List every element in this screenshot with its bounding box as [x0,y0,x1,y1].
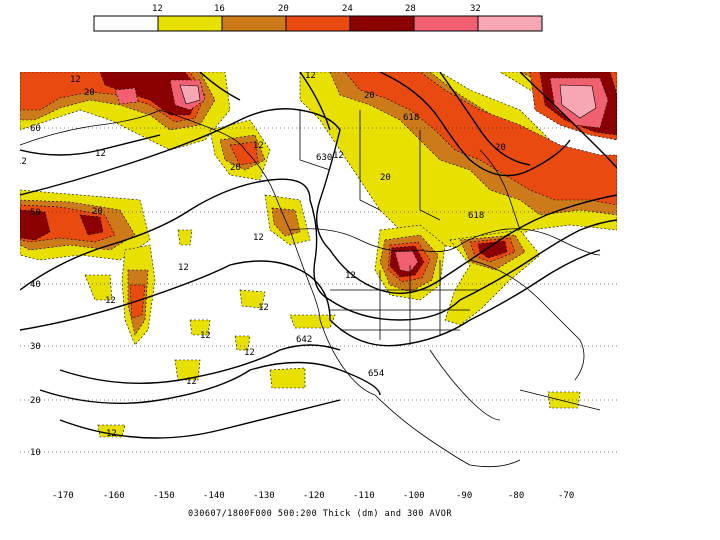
legend-box-4 [349,15,415,32]
contour-label-24: 20 [495,143,506,153]
legend-label-0: 12 [152,4,163,14]
lat-label-40: 40 [30,280,41,290]
latitude-labels: 60 50 40 30 20 10 [30,124,41,458]
legend-label-5: 32 [470,4,481,14]
contour-label-22: 20 [380,173,391,183]
contour-label-7: 12 [95,149,106,159]
lon-label-150: -150 [153,491,175,501]
contour-label-3: 618 [403,113,419,123]
legend-box-0 [93,15,159,32]
coastlines [20,109,601,468]
contour-label-11: 12 [253,233,264,243]
lon-label-100: -100 [403,491,425,501]
contour-label-23: 618 [468,211,484,221]
lon-label-130: -130 [253,491,275,501]
contour-label-4: 20 [364,91,375,101]
legend-label-2: 20 [278,4,289,14]
legend-box-2 [221,15,287,32]
lon-label-160: -160 [103,491,125,501]
legend-box-6 [477,15,543,32]
longitude-labels: -170 -160 -150 -140 -130 -120 -110 -100 … [52,491,574,501]
map-caption: 030607/1800F000 500:200 Thick (dm) and 3… [187,509,453,519]
lon-label-90: -90 [456,491,472,501]
lon-label-170: -170 [52,491,74,501]
thickness-contours [20,72,617,439]
vorticity-shading-32 [179,84,597,119]
lon-label-140: -140 [203,491,225,501]
color-legend: 12 16 20 24 28 32 [93,4,543,32]
legend-label-3: 24 [342,4,353,14]
lat-label-60: 60 [30,124,41,134]
lon-label-70: -70 [558,491,574,501]
lon-label-120: -120 [303,491,325,501]
contour-label-16: 12 [244,348,255,358]
lon-label-80: -80 [508,491,524,501]
lon-label-110: -110 [353,491,375,501]
contour-label-9: 12 [253,141,264,151]
contour-label-5: 630 [316,153,332,163]
contour-label-15: 12 [200,331,211,341]
contour-label-14: 12 [258,303,269,313]
contour-label-17: 12 [186,377,197,387]
legend-label-4: 28 [405,4,416,14]
contour-label-12: 12 [178,263,189,273]
contour-label-2: 12 [305,71,316,81]
legend-label-1: 16 [214,4,225,14]
vorticity-shading-12 [20,72,617,438]
contour-label-13: 12 [105,296,116,306]
map-field: 12 20 12 618 20 630 12 12 20 12 20 12 12… [16,71,617,468]
contour-label-0: 12 [70,75,81,85]
contour-label-25: 12 [16,157,27,167]
lat-label-20: 20 [30,396,41,406]
legend-box-1 [157,15,223,32]
contour-label-6: 12 [333,151,344,161]
contour-label-10: 20 [92,207,103,217]
contour-label-8: 20 [230,163,241,173]
legend-box-5 [413,15,479,32]
legend-box-3 [285,15,351,32]
contour-labels: 12 20 12 618 20 630 12 12 20 12 20 12 12… [16,71,506,439]
contour-label-1: 20 [84,88,95,98]
contour-label-19: 12 [106,429,117,439]
lat-label-10: 10 [30,448,41,458]
contour-label-21: 12 [345,271,356,281]
lat-label-30: 30 [30,342,41,352]
lat-label-50: 50 [30,208,41,218]
contour-label-20: 654 [368,369,384,379]
contour-label-18: 642 [296,335,312,345]
